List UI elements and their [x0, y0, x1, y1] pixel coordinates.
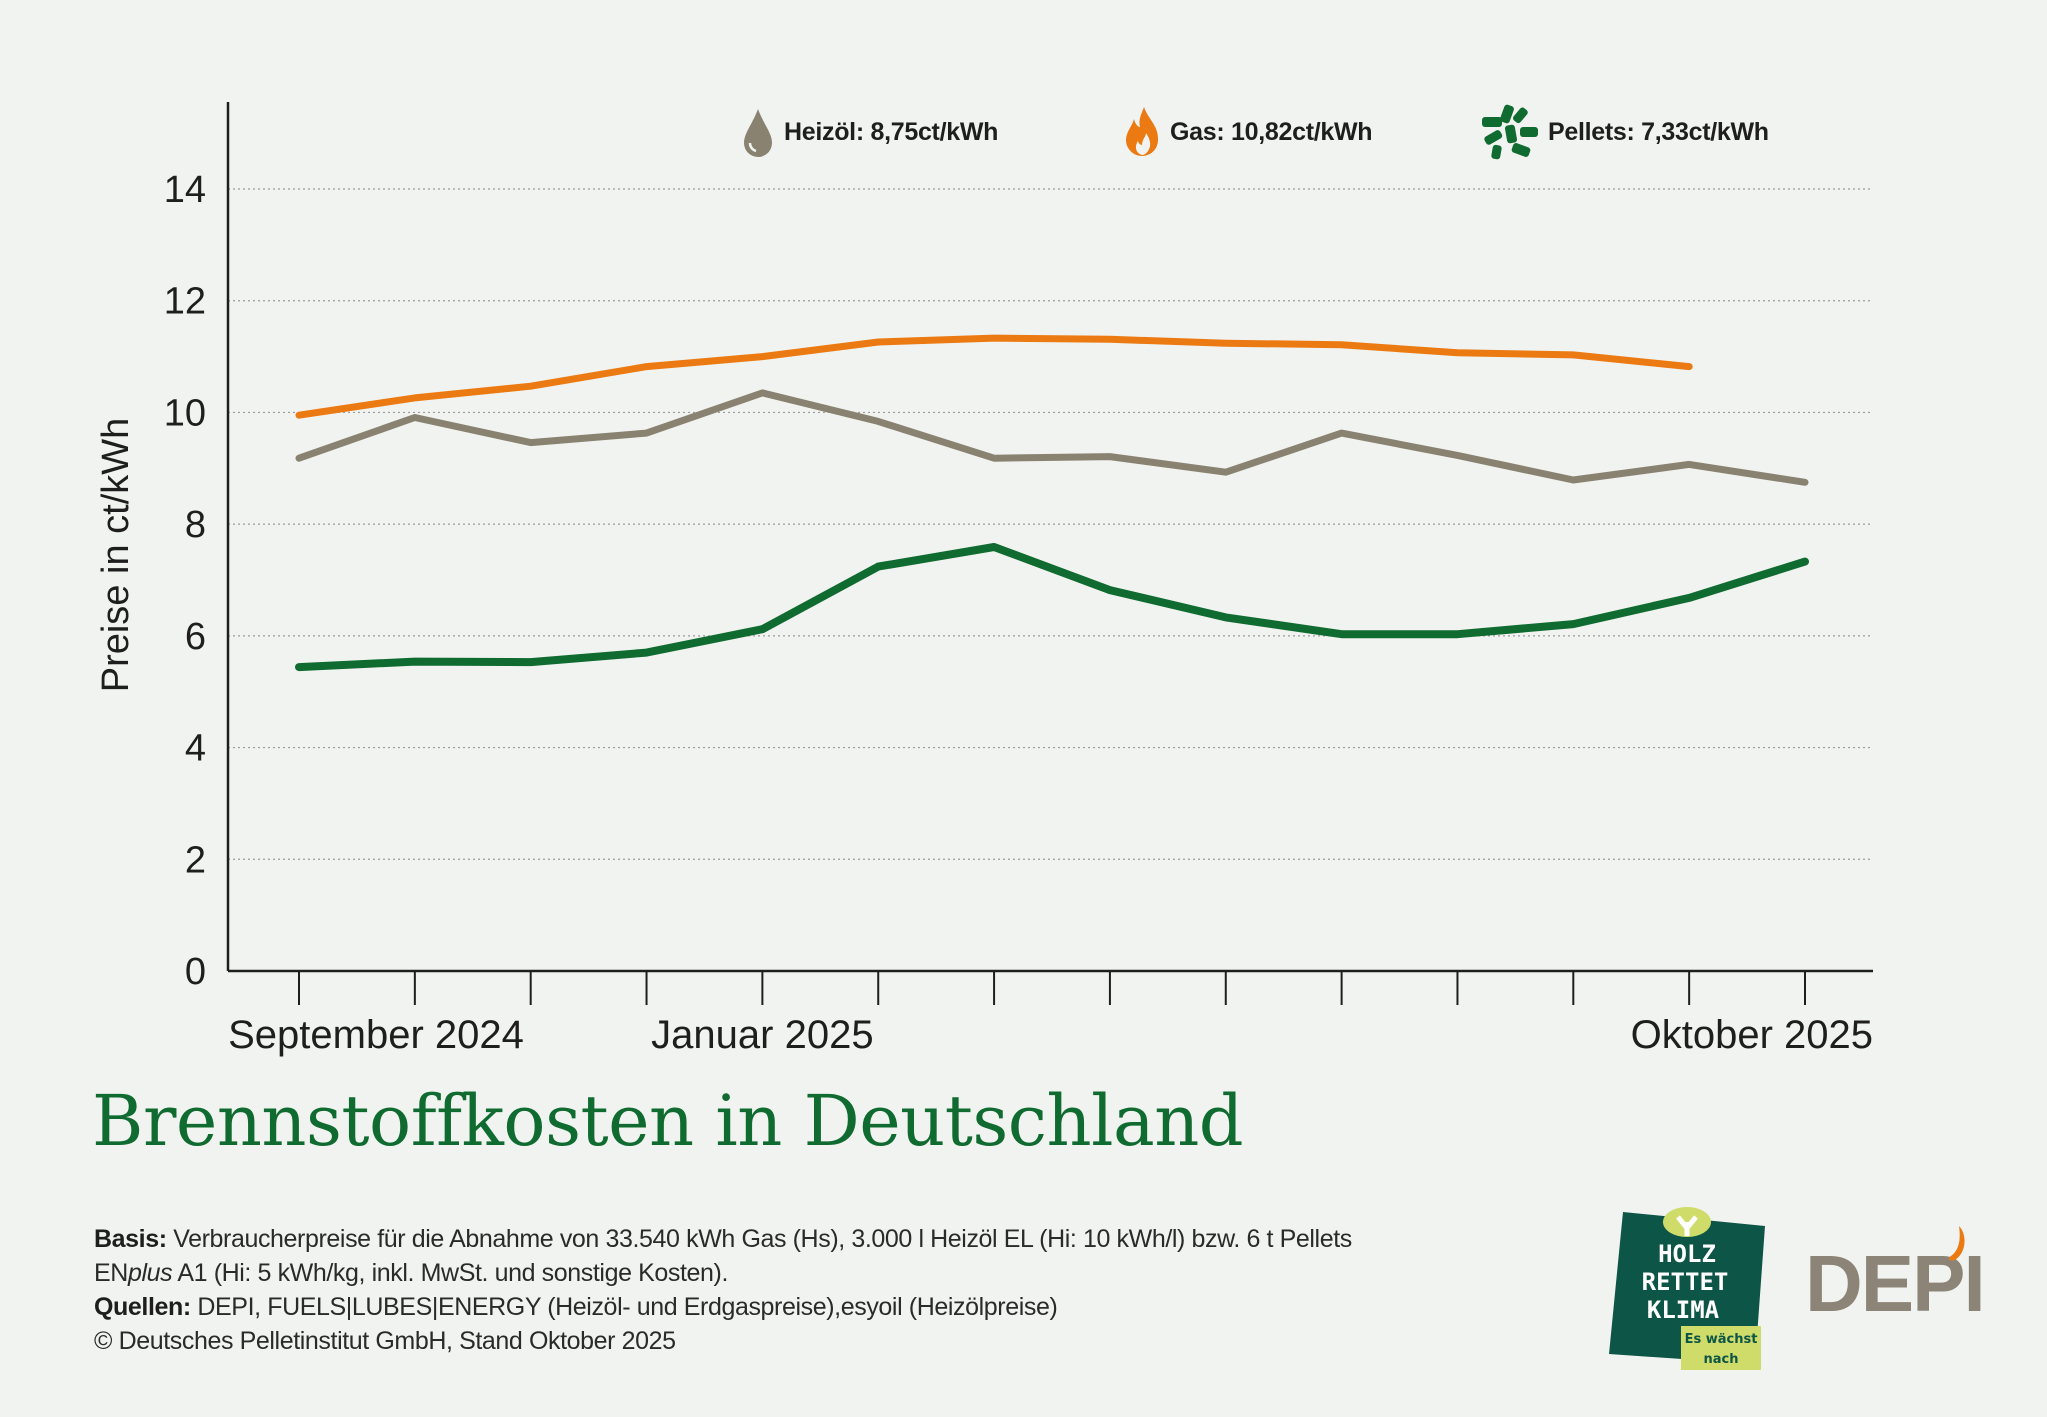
y-tick-label: 4: [185, 728, 206, 770]
legend-label-pellets: Pellets: 7,33ct/kWh: [1548, 117, 1769, 146]
x-tick-label: Oktober 2025: [1631, 1013, 1873, 1057]
basis-enplus: EN: [94, 1259, 128, 1287]
basis-line2-text: A1 (Hi: 5 kWh/kg, inkl. MwSt. und sonsti…: [172, 1259, 729, 1287]
sources-label: Quellen:: [94, 1293, 191, 1321]
holz-rettet-klima-logo: HOLZ RETTET KLIMA Es wächst nach: [1609, 1207, 1765, 1370]
basis-text: Verbraucherpreise für die Abnahme von 33…: [173, 1225, 1352, 1253]
y-tick-label: 8: [185, 504, 206, 546]
holz-tagline-1: Es wächst: [1685, 1332, 1758, 1347]
flame-icon: [1126, 107, 1159, 157]
footer-notes: Basis: Verbraucherpreise für die Abnahme…: [94, 1222, 1352, 1358]
series-line-heizöl: [295, 389, 1809, 486]
y-tick-label: 6: [185, 616, 206, 658]
basis-label: Basis:: [94, 1225, 167, 1253]
x-tick-label: Januar 2025: [651, 1013, 873, 1057]
y-axis-label: Preise in ct/kWh: [95, 418, 137, 693]
series-line-pellets: [295, 543, 1809, 672]
oil-drop-icon: [744, 109, 772, 157]
chart-title: Brennstoffkosten in Deutschland: [92, 1080, 1244, 1162]
y-tick-label: 0: [185, 951, 206, 993]
depi-flame-icon: [1948, 1226, 1965, 1261]
holz-logo-line1: HOLZ: [1658, 1240, 1716, 1268]
x-tick-label: September 2024: [228, 1013, 524, 1057]
y-tick-label: 2: [185, 839, 206, 881]
holz-tagline-2: nach: [1704, 1352, 1739, 1367]
legend-item-pellets: Pellets: 7,33ct/kWh: [1478, 104, 1769, 160]
y-tick-label: 12: [164, 281, 206, 323]
sources-text: DEPI, FUELS|LUBES|ENERGY (Heizöl- und Er…: [197, 1293, 1058, 1321]
holz-logo-line2: RETTET: [1642, 1268, 1729, 1296]
legend-item-heizoel: Heizöl: 8,75ct/kWh: [740, 109, 999, 157]
basis-plus: plus: [127, 1259, 173, 1287]
y-tick-label: 14: [164, 169, 206, 211]
legend-item-gas: Gas: 10,82ct/kWh: [1122, 107, 1373, 157]
footer-basis: Basis: Verbraucherpreise für die Abnahme…: [94, 1222, 1352, 1256]
pellets-icon: [1482, 104, 1538, 160]
footer-copyright: © Deutsches Pelletinstitut GmbH, Stand O…: [94, 1327, 676, 1355]
footer-basis-line2: ENplus A1 (Hi: 5 kWh/kg, inkl. MwSt. und…: [94, 1256, 1352, 1290]
holz-logo-line3: KLIMA: [1647, 1296, 1720, 1324]
y-tick-label: 10: [164, 392, 206, 434]
footer-sources: Quellen: DEPI, FUELS|LUBES|ENERGY (Heizö…: [94, 1290, 1352, 1324]
legend-label-heizoel: Heizöl: 8,75ct/kWh: [784, 117, 999, 146]
legend-label-gas: Gas: 10,82ct/kWh: [1170, 117, 1373, 146]
series-line-gas: [295, 334, 1693, 419]
